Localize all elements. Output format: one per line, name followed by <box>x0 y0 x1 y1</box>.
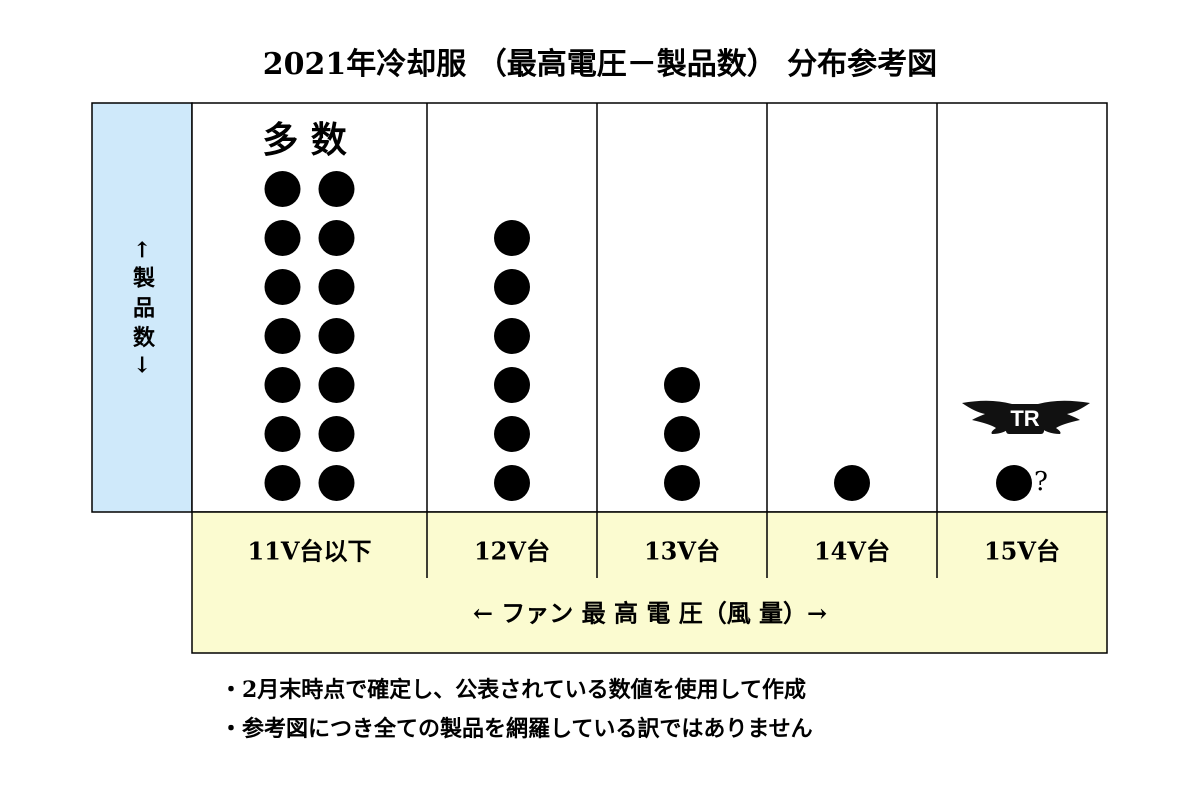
dot <box>834 465 870 501</box>
dot <box>318 318 355 354</box>
dot <box>664 416 700 452</box>
dot <box>494 416 530 452</box>
dot <box>318 465 355 501</box>
dot <box>318 220 355 256</box>
x-axis-box <box>191 511 1108 654</box>
logo-text: TR <box>1010 406 1039 431</box>
dot <box>264 416 301 452</box>
logo: TR <box>962 400 1090 434</box>
plot-area <box>191 102 1108 513</box>
dot <box>664 465 700 501</box>
dot <box>494 318 530 354</box>
dot <box>494 220 530 256</box>
dot <box>318 269 355 305</box>
y-axis-box <box>91 102 193 513</box>
dot <box>264 269 301 305</box>
y-axis-label: ← 製 品 数 → <box>129 240 156 374</box>
x-tick-label: 15V台 <box>984 537 1060 566</box>
dot <box>264 171 301 207</box>
dot <box>996 465 1032 501</box>
annotation: 多 数 <box>262 119 347 161</box>
dot <box>494 367 530 403</box>
annotation: ? <box>1034 467 1048 497</box>
dot <box>318 171 355 207</box>
x-tick-label: 11V台以下 <box>247 537 371 566</box>
dot <box>318 367 355 403</box>
x-axis-label: ← ファン 最 高 電 圧（風 量）→ <box>473 599 827 628</box>
note: ・2月末時点で確定し、公表されている数値を使用して作成 <box>220 677 806 703</box>
dot <box>664 367 700 403</box>
dot <box>494 269 530 305</box>
x-tick-label: 14V台 <box>814 537 890 566</box>
dot <box>264 367 301 403</box>
dot <box>264 465 301 501</box>
dot <box>318 416 355 452</box>
x-tick-label: 12V台 <box>474 537 550 566</box>
chart-title: 2021年冷却服 （最高電圧－製品数） 分布参考図 <box>263 47 937 82</box>
note: ・参考図につき全ての製品を網羅している訳ではありません <box>220 716 813 742</box>
dot <box>264 220 301 256</box>
dot <box>264 318 301 354</box>
x-tick-label: 13V台 <box>644 537 720 566</box>
dot <box>494 465 530 501</box>
